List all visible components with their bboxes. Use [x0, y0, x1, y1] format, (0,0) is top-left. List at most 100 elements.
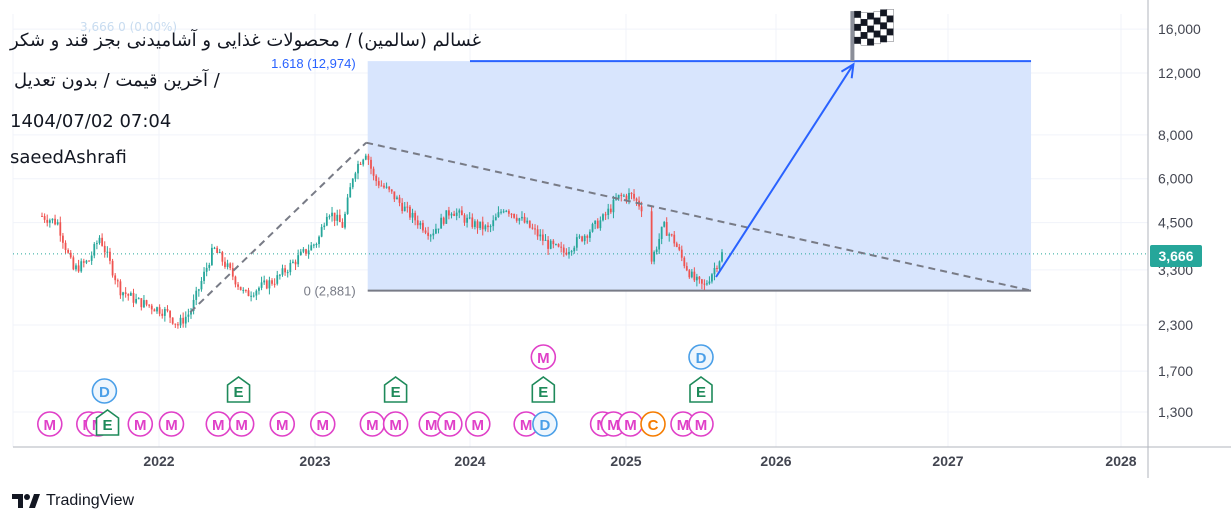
candle-body [471, 217, 474, 227]
event-marker-m[interactable]: M [513, 411, 539, 437]
event-marker-shape [309, 411, 336, 437]
flag-square [880, 35, 888, 43]
candle-body [539, 234, 542, 237]
candle-body [195, 290, 198, 300]
candle-body [557, 244, 560, 247]
event-marker-d[interactable]: D [688, 344, 714, 370]
flag-square [867, 19, 875, 27]
flag-square [886, 9, 894, 16]
candle-body [675, 243, 678, 247]
candle-body [683, 257, 686, 267]
candle-body [450, 213, 453, 216]
candle-body [260, 282, 263, 288]
candle-body [129, 293, 132, 296]
fib-zone[interactable] [367, 61, 1032, 291]
candle-body [205, 267, 208, 272]
candle-body [250, 295, 253, 297]
event-marker-label: E [103, 417, 113, 434]
candle-body [85, 260, 88, 263]
candle-body [458, 210, 461, 213]
candle-body [635, 198, 638, 201]
candle-body [187, 314, 190, 317]
event-marker-m[interactable]: M [688, 411, 714, 437]
candle-body [268, 280, 271, 289]
candle-body [182, 317, 185, 324]
event-marker-m[interactable]: M [359, 411, 386, 437]
candle-body [119, 281, 122, 296]
event-marker-m[interactable]: M [309, 411, 336, 437]
candle-body [51, 218, 54, 221]
candle-body [150, 305, 153, 310]
candle-body [437, 228, 440, 230]
candle-body [706, 283, 708, 285]
event-marker-label: E [234, 384, 244, 401]
candle-body [673, 234, 676, 244]
candle-body [497, 212, 500, 218]
event-marker-e[interactable]: E [226, 376, 251, 403]
candle-body [455, 212, 458, 216]
candle-body [578, 236, 581, 238]
event-markers[interactable]: MMMDEMMMEMMMMMEMMMMEMDMMMCMMED [36, 344, 714, 437]
trend-drawings[interactable] [189, 9, 1032, 313]
event-marker-m[interactable]: M [228, 411, 255, 437]
candle-body [69, 252, 72, 258]
candle-body [364, 155, 367, 160]
trend-line-down[interactable] [365, 141, 1032, 292]
event-marker-d[interactable]: D [532, 411, 558, 437]
event-marker-m[interactable]: M [205, 411, 232, 437]
event-marker-m[interactable]: M [530, 344, 557, 370]
candle-body [388, 186, 391, 190]
tradingview-logo[interactable]: TradingView [12, 492, 134, 510]
candle-body [331, 212, 333, 217]
event-marker-m[interactable]: M [158, 411, 185, 437]
event-marker-label: M [366, 417, 379, 434]
candle-body [510, 213, 513, 215]
tradingview-label: TradingView [46, 492, 135, 509]
event-marker-c[interactable]: C [640, 411, 666, 437]
candle-body [297, 255, 300, 265]
candle-body [179, 317, 182, 326]
event-marker-label: C [648, 417, 659, 434]
candle-body [299, 251, 302, 256]
candle-body [174, 323, 177, 325]
event-marker-m[interactable]: M [36, 411, 63, 437]
projection-arrow-head[interactable] [840, 62, 855, 79]
event-marker-label: M [235, 417, 248, 434]
candle-body [106, 251, 109, 253]
candle-body [568, 251, 570, 255]
event-marker-m[interactable]: M [670, 411, 696, 437]
trend-line-up[interactable] [189, 141, 367, 313]
event-marker-d[interactable]: D [91, 378, 118, 404]
event-marker-label: M [212, 417, 225, 434]
projection-arrow-shaft[interactable] [715, 63, 855, 278]
flag-square [860, 12, 868, 20]
candle-body [148, 304, 151, 306]
event-marker-m[interactable]: M [382, 411, 409, 437]
event-marker-e[interactable]: E [531, 376, 556, 403]
event-marker-e[interactable]: E [689, 376, 713, 403]
event-marker-m[interactable]: M [437, 411, 463, 437]
flag-square [880, 28, 888, 36]
event-marker-m[interactable]: M [269, 411, 296, 437]
event-marker-m[interactable]: M [464, 411, 491, 437]
event-marker-m[interactable]: M [617, 411, 644, 437]
candle-body [523, 216, 526, 223]
event-marker-e[interactable]: E [383, 376, 408, 403]
candle-body [419, 222, 422, 226]
candle-body [633, 193, 635, 199]
candle-body [109, 251, 111, 261]
candle-body [453, 213, 455, 216]
flag-square [886, 28, 894, 36]
candle-body [505, 210, 508, 212]
event-marker-label: M [624, 417, 637, 434]
event-marker-e[interactable]: E [95, 409, 120, 436]
candle-body [507, 210, 510, 214]
candle-body [416, 220, 419, 226]
fib-retracement[interactable]: 1.618 (12,974) 0 (2,881) [271, 56, 1032, 299]
candle-body [440, 217, 443, 229]
candle-body [653, 251, 656, 262]
candle-body [184, 316, 187, 324]
event-marker-m[interactable]: M [127, 411, 154, 437]
candle-body [570, 251, 573, 253]
